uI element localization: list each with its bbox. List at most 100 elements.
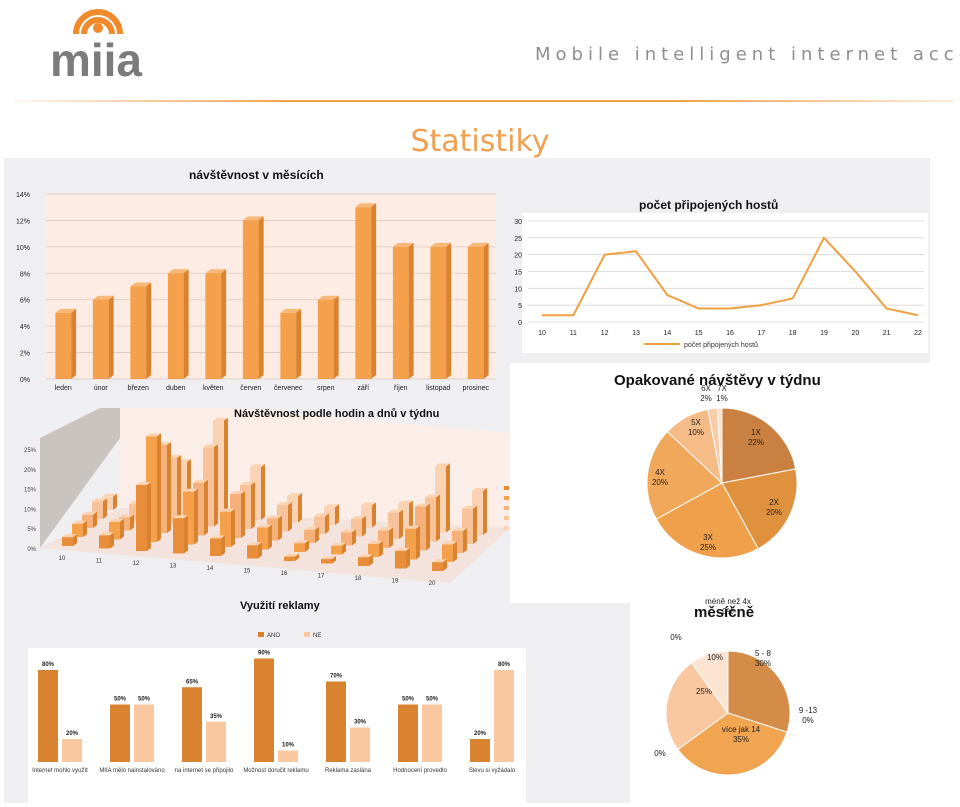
chart-monthly-visits: 0% 2% 4% 6% 8% 10% 12% 14% leden únor březen duben k…: [16, 192, 496, 392]
page-title: Statistiky: [410, 124, 550, 159]
bar: [193, 482, 204, 536]
bar-top: [314, 513, 329, 517]
bar-top: [452, 528, 467, 531]
bar-side: [325, 513, 329, 534]
legend-swatch: [504, 516, 509, 520]
miia-logo: miia: [50, 9, 142, 84]
bar-top: [257, 524, 272, 528]
bar: [230, 494, 241, 538]
y-tick-label: 6%: [20, 298, 30, 305]
bar-side: [372, 502, 376, 528]
bar-side: [333, 295, 339, 379]
bar: [210, 538, 221, 556]
y-tick-label: 0%: [27, 547, 36, 553]
y-tick-label: 10%: [16, 245, 30, 252]
bar-top: [392, 242, 414, 247]
bar-side: [221, 535, 225, 556]
bar-side: [120, 518, 124, 540]
bar-top: [55, 308, 77, 313]
bar-side: [251, 482, 255, 529]
chart-hourly-visits: 0% 5% 10% 15% 20% 25% 10 11 12 13 14 15 16 17 18 19 20: [24, 408, 510, 587]
x-tick-label: 16: [726, 330, 734, 337]
y-tick-label: 20%: [24, 468, 37, 474]
bar-top: [388, 509, 403, 513]
bar-top: [72, 520, 87, 524]
bar-side: [221, 269, 227, 379]
bar-top: [146, 433, 161, 437]
bar-top: [167, 269, 189, 274]
bar-side: [443, 559, 447, 571]
legend-swatch: [304, 632, 310, 637]
bar: [361, 505, 372, 528]
bar-side: [241, 491, 245, 538]
data-label: 35%: [210, 714, 223, 720]
bar: [388, 512, 399, 539]
chart-monthpie-title: měsíčně: [694, 604, 755, 621]
bar-top: [361, 502, 376, 506]
bar-side: [409, 500, 413, 530]
pie-value: 20%: [766, 508, 782, 517]
bar: [405, 528, 416, 560]
bar-top: [467, 242, 489, 247]
pie-slice: [721, 407, 797, 484]
x-tick-label: 16: [281, 571, 288, 577]
legend-label: NE: [313, 633, 321, 639]
x-tick-label: 11: [96, 559, 103, 565]
bar: [220, 511, 231, 547]
bar-top: [284, 553, 299, 557]
pie-label: 5 - 8: [755, 649, 772, 658]
x-tick-label: leden: [55, 385, 72, 392]
x-tick-label: MIIA mělo nainstalováno: [99, 768, 165, 774]
pie-value: 10%: [707, 653, 723, 662]
y-tick-label: 5: [518, 303, 522, 310]
pie-label: 9 -13: [799, 706, 818, 715]
x-tick-label: září: [357, 385, 369, 392]
bar-side: [298, 493, 302, 523]
bar-top: [435, 463, 450, 467]
bar-top: [62, 534, 77, 538]
bar-top: [358, 554, 373, 558]
chart-repeat-title: Opakované návštěvy v týdnu: [614, 372, 821, 389]
bar-top: [304, 526, 319, 530]
bar: [294, 543, 305, 552]
chart-connected-hosts: 0 5 10 15 20 25 30 10 11 12 13 14 15 16 17 18 19 20 21 22 po…: [514, 213, 928, 353]
bar: [134, 704, 154, 762]
bar-side: [446, 242, 452, 379]
bar-top: [277, 502, 292, 506]
bar-top: [213, 417, 228, 421]
x-tick-label: 15: [244, 569, 251, 575]
y-tick-label: 8%: [20, 271, 30, 278]
pie-value: 0%: [654, 749, 666, 758]
bar-top: [130, 282, 152, 287]
data-label: 20%: [66, 731, 79, 737]
y-tick-label: 0%: [20, 377, 30, 384]
bar: [257, 527, 268, 550]
bar-top: [183, 488, 198, 492]
bar-side: [258, 216, 264, 379]
bar-side: [389, 527, 393, 548]
pie-value: 0%: [722, 607, 734, 616]
bar: [182, 687, 202, 762]
bar: [422, 704, 442, 762]
plot-background: [46, 194, 496, 379]
pie-value: 10%: [688, 428, 704, 437]
bar-side: [268, 524, 272, 550]
pie-slice: [655, 482, 759, 559]
pie-label: 6X: [701, 384, 711, 393]
data-label: 65%: [186, 679, 199, 685]
bar-top: [230, 491, 245, 494]
bar: [254, 658, 274, 762]
bar-side: [93, 511, 97, 528]
legend-swatch: [504, 526, 509, 530]
bar: [350, 727, 370, 762]
bar: [470, 739, 490, 762]
bar-side: [231, 508, 235, 547]
bar-side: [278, 515, 282, 541]
pie-slice: [665, 662, 729, 751]
bar-top: [442, 541, 457, 545]
data-label: 30%: [354, 720, 367, 726]
chart-hosts-title: počet připojených hostů: [639, 198, 779, 212]
bar: [167, 273, 184, 379]
bar: [146, 436, 157, 542]
bar-side: [108, 295, 114, 379]
